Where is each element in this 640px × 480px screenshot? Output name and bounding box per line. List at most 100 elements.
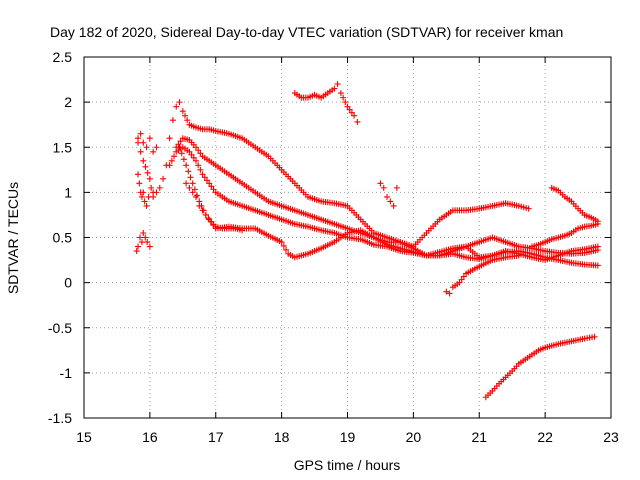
data-point xyxy=(202,211,209,218)
data-point xyxy=(135,171,142,178)
y-tick-label: 1 xyxy=(64,184,72,200)
y-tick-label: 0.5 xyxy=(53,230,73,246)
data-point xyxy=(337,90,344,97)
data-point xyxy=(150,148,157,155)
data-point xyxy=(239,227,246,234)
data-point xyxy=(188,151,195,158)
data-point xyxy=(380,184,387,191)
data-point xyxy=(192,157,199,164)
x-tick-label: 19 xyxy=(340,429,356,445)
series-track-e xyxy=(183,180,246,234)
data-point xyxy=(137,148,144,155)
x-tick-label: 16 xyxy=(142,429,158,445)
y-tick-label: 0 xyxy=(64,275,72,291)
data-point xyxy=(140,157,147,164)
data-point xyxy=(135,135,142,142)
data-point xyxy=(196,202,203,209)
data-point xyxy=(191,186,198,193)
y-tick-label: -1 xyxy=(60,365,73,381)
data-point xyxy=(348,109,355,116)
data-point xyxy=(460,273,467,280)
data-point xyxy=(594,243,601,250)
data-point xyxy=(340,94,347,101)
y-axis-title: SDTVAR / TECUs xyxy=(5,182,21,294)
data-point xyxy=(197,150,204,157)
data-point xyxy=(135,243,142,250)
data-point xyxy=(180,156,187,163)
y-tick-label: 1.5 xyxy=(53,139,73,155)
data-point xyxy=(175,141,182,148)
data-point xyxy=(136,180,143,187)
data-point xyxy=(458,276,465,283)
data-point xyxy=(185,168,192,175)
data-point xyxy=(153,144,160,151)
data-point xyxy=(138,239,145,246)
data-point xyxy=(594,220,601,227)
data-point xyxy=(160,175,167,182)
data-point xyxy=(169,117,176,124)
data-point xyxy=(194,192,201,199)
data-point xyxy=(331,85,338,92)
data-points xyxy=(133,81,601,401)
data-point xyxy=(150,189,157,196)
data-point xyxy=(179,108,186,115)
data-point xyxy=(525,205,532,212)
data-point xyxy=(192,144,199,151)
data-point xyxy=(156,184,163,191)
data-point xyxy=(133,248,140,255)
data-point xyxy=(183,180,190,187)
data-point xyxy=(199,207,206,214)
chart-title: Day 182 of 2020, Sidereal Day-to-day VTE… xyxy=(50,24,563,40)
grid xyxy=(84,57,611,418)
data-point xyxy=(144,169,151,176)
data-point xyxy=(594,262,601,269)
data-point xyxy=(192,193,199,200)
x-tick-label: 23 xyxy=(603,429,619,445)
data-point xyxy=(178,150,185,157)
series-track-m xyxy=(482,333,598,401)
data-point xyxy=(195,147,202,154)
data-point xyxy=(278,239,285,246)
data-point xyxy=(195,162,202,169)
data-point xyxy=(187,174,194,181)
x-tick-label: 21 xyxy=(471,429,487,445)
plot-frame xyxy=(83,56,612,419)
series-track-h xyxy=(133,229,153,255)
data-point xyxy=(186,148,193,155)
data-point xyxy=(184,117,191,124)
data-point xyxy=(186,184,193,191)
data-point xyxy=(166,162,173,169)
data-point xyxy=(342,99,349,106)
data-point xyxy=(142,163,149,170)
data-point xyxy=(143,202,150,209)
data-point xyxy=(189,189,196,196)
series-track-a xyxy=(135,99,532,250)
x-tick-label: 17 xyxy=(208,429,224,445)
y-tick-label: 2 xyxy=(64,94,72,110)
data-point xyxy=(145,193,152,200)
series-track-i xyxy=(135,171,157,209)
data-point xyxy=(168,157,175,164)
series-track-n xyxy=(528,220,601,250)
x-tick-label: 18 xyxy=(274,429,290,445)
data-point xyxy=(446,290,453,297)
data-point xyxy=(456,279,463,286)
data-point xyxy=(140,229,147,236)
data-point xyxy=(171,153,178,160)
data-point xyxy=(280,242,287,249)
data-point xyxy=(138,193,145,200)
data-point xyxy=(173,103,180,110)
series-track-g xyxy=(377,180,400,209)
data-point xyxy=(146,175,153,182)
series-track-f xyxy=(291,81,361,125)
series-track-l xyxy=(548,184,601,225)
data-point xyxy=(210,186,217,193)
x-tick-label: 15 xyxy=(76,429,92,445)
y-tick-label: 2.5 xyxy=(53,49,73,65)
axes: 15 16 17 18 19 20 21 22 23 -1.5 -1 -0.5 0 0.5 1 1.5 2 2.5 xyxy=(48,49,619,445)
data-point xyxy=(205,215,212,222)
y-tick-label: -1.5 xyxy=(48,410,72,426)
series-track-k xyxy=(443,252,522,297)
data-point xyxy=(443,288,450,295)
